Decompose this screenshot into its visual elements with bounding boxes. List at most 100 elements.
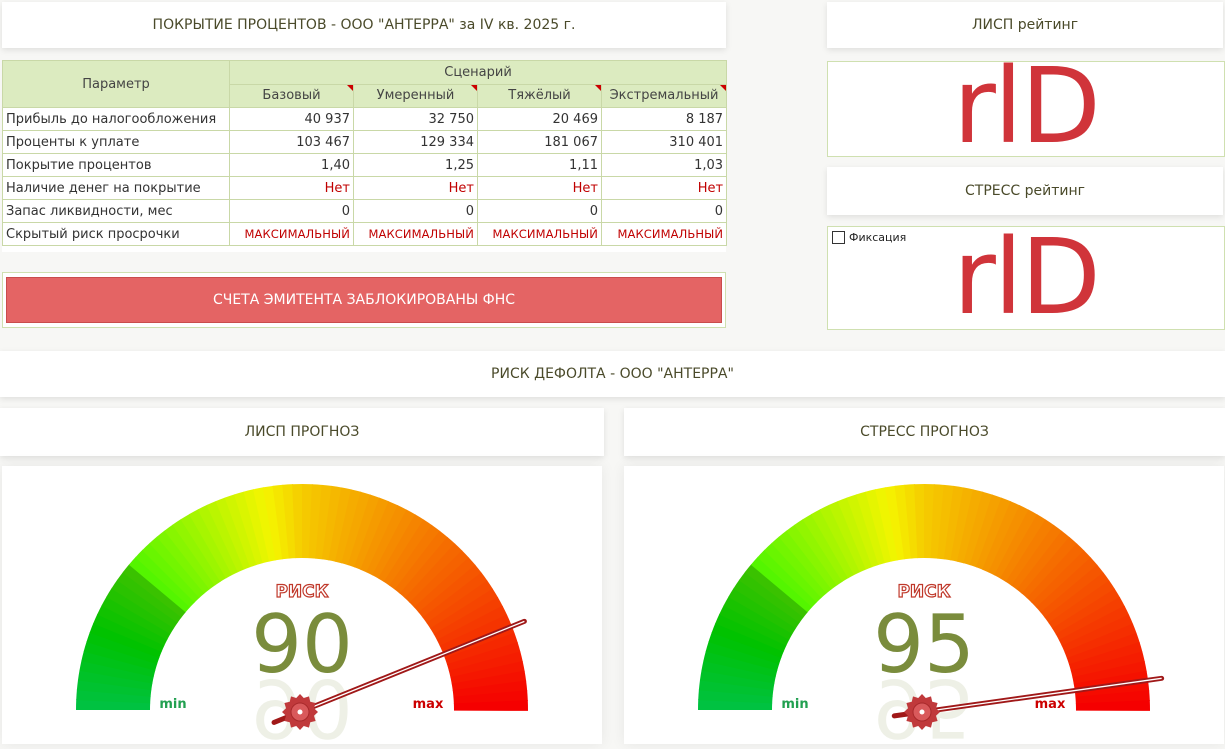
gauge-needle-highlight xyxy=(299,620,525,713)
gauge-arc-segment xyxy=(1005,519,1055,586)
gauge-arc-segment xyxy=(422,572,488,624)
table-cell[interactable]: 181 067 xyxy=(477,130,602,154)
table-cell[interactable]: МАКСИМАЛЬНЫЙ xyxy=(477,222,602,246)
gauge-arc-segment xyxy=(1075,690,1150,704)
lisp-rating-title: ЛИСП рейтинг xyxy=(971,17,1079,33)
gauge-arc-segment xyxy=(1072,661,1147,685)
table-cell[interactable]: Нет xyxy=(600,176,728,200)
table-cell[interactable]: Нет xyxy=(353,176,478,200)
stress-gauge: РИСК9595minmax xyxy=(698,484,1165,749)
gauge-arc-segment xyxy=(1064,623,1137,659)
gauge-arc-segment xyxy=(969,494,1003,568)
gauge-arc-segment xyxy=(711,622,784,659)
table-cell[interactable]: МАКСИМАЛЬНЫЙ xyxy=(229,222,354,246)
table-cell[interactable]: 0 xyxy=(353,199,478,223)
gauge-arc-segment xyxy=(1036,557,1098,613)
gauge-arc-segment xyxy=(701,660,776,684)
table-cell[interactable]: 103 467 xyxy=(229,130,354,154)
table-cell[interactable]: 0 xyxy=(477,199,602,223)
blocked-accounts-banner[interactable]: СЧЕТА ЭМИТЕНТА ЗАБЛОКИРОВАНЫ ФНС xyxy=(6,277,722,323)
table-cell[interactable]: 1,40 xyxy=(229,153,354,177)
gauge-arc-segment xyxy=(389,524,441,590)
gauge-arc-segment xyxy=(904,484,918,559)
comment-marker-icon xyxy=(471,84,477,91)
lisp-rating-value: rlD xyxy=(953,45,1101,167)
scenario-header-severe[interactable]: Тяжёлый xyxy=(477,83,602,108)
max-label: max xyxy=(1035,697,1066,712)
table-cell[interactable]: 32 750 xyxy=(353,107,478,131)
row-label: Прибыль до налогообложения xyxy=(2,107,230,131)
risk-label: РИСК xyxy=(897,582,950,602)
lisp-forecast-title-card: ЛИСП ПРОГНОЗ xyxy=(0,408,604,456)
table-cell[interactable]: 20 469 xyxy=(477,107,602,131)
table-cell[interactable]: 310 401 xyxy=(600,130,728,154)
table-cell[interactable]: 8 187 xyxy=(600,107,728,131)
stress-forecast-title-card: СТРЕСС ПРОГНОЗ xyxy=(624,408,1225,456)
gauge-arc-segment xyxy=(234,491,264,566)
table-cell[interactable]: 1,03 xyxy=(600,153,728,177)
coverage-title-card: ПОКРЫТИЕ ПРОЦЕНТОВ - ООО "АНТЕРРА" за IV… xyxy=(2,2,726,48)
gauge-arc-segment xyxy=(1070,651,1145,678)
gauge-arc-segment xyxy=(172,518,221,586)
table-cell[interactable]: 0 xyxy=(229,199,354,223)
table-cell[interactable]: 129 334 xyxy=(353,130,478,154)
scenario-header-extreme[interactable]: Экстремальный xyxy=(600,83,728,108)
gauge-arc-segment xyxy=(1011,524,1063,590)
gauge-arc-segment xyxy=(446,642,521,672)
table-cell[interactable]: 0 xyxy=(600,199,728,223)
gauge-arc-segment xyxy=(156,530,210,594)
gauge-arc-segment xyxy=(360,501,399,573)
stress-gauge-card: РИСК9595minmax xyxy=(624,466,1224,749)
gauge-arc-segment xyxy=(1040,564,1104,618)
gauge-arc-segment xyxy=(426,580,494,629)
gauge-arc-segment xyxy=(180,513,227,582)
gauge-arc-segment xyxy=(206,500,245,573)
risk-label: РИСК xyxy=(275,582,328,602)
stress-rating-title-card: СТРЕСС рейтинг xyxy=(827,167,1223,215)
gauge-arc-segment xyxy=(122,564,186,618)
gauge-arc-segment xyxy=(383,519,433,586)
gauge-arc-segment xyxy=(128,556,191,613)
scenario-header-moderate[interactable]: Умеренный xyxy=(353,83,478,108)
risk-value: 95 xyxy=(873,598,975,691)
gauge-arc-segment xyxy=(1061,614,1134,653)
gauge-arc-segment xyxy=(1044,572,1110,624)
gauge-arc-segment xyxy=(963,491,993,566)
gauge-arc-segment xyxy=(224,494,257,568)
table-cell[interactable]: Нет xyxy=(229,176,354,200)
gauge-arc-segment xyxy=(83,641,158,671)
coverage-title: ПОКРЫТИЕ ПРОЦЕНТОВ - ООО "АНТЕРРА" за IV… xyxy=(152,17,576,33)
gauge-arc-segment xyxy=(914,484,925,559)
table-cell[interactable]: Нет xyxy=(477,176,602,200)
table-row: Покрытие процентов 1,40 1,25 1,11 1,03 xyxy=(2,153,728,177)
gauge-arc-segment xyxy=(409,550,470,608)
gauge-arc-segment xyxy=(149,536,205,598)
table-row: Наличие денег на покрытие Нет Нет Нет Нет xyxy=(2,176,728,200)
gauge-arc-segment xyxy=(418,564,482,618)
table-cell[interactable]: МАКСИМАЛЬНЫЙ xyxy=(353,222,478,246)
gauge-arc-segment xyxy=(950,487,974,562)
lisp-gauge-card: РИСК9090minmax xyxy=(2,466,602,749)
gauge-arc-segment xyxy=(708,631,782,665)
gauge-arc-segment xyxy=(334,489,362,564)
gauge-arc-segment xyxy=(215,497,251,570)
min-label: min xyxy=(781,697,808,712)
scenario-header-base[interactable]: Базовый xyxy=(229,83,354,108)
gauge-arc-segment xyxy=(894,484,912,560)
gauge-arc-segment xyxy=(97,604,168,646)
table-cell[interactable]: 1,11 xyxy=(477,153,602,177)
gauge-arc-segment xyxy=(1031,550,1092,608)
table-cell[interactable]: 40 937 xyxy=(229,107,354,131)
gauge-arc-segment xyxy=(106,587,175,634)
gauge-arc-segment xyxy=(1075,700,1150,711)
gauge-arc-segment xyxy=(884,485,905,561)
table-cell[interactable]: МАКСИМАЛЬНЫЙ xyxy=(600,222,728,246)
table-cell[interactable]: 1,25 xyxy=(353,153,478,177)
gauge-arc-segment xyxy=(703,650,778,678)
checkbox-square-icon[interactable] xyxy=(832,231,845,244)
table-row: Проценты к уплате 103 467 129 334 181 067 31… xyxy=(2,130,728,154)
gauge-arc-segment xyxy=(1052,588,1121,635)
fixation-checkbox[interactable]: Фиксация xyxy=(832,231,906,244)
gauge-arc-segment xyxy=(308,484,323,559)
gauge-arc-segment xyxy=(744,564,808,618)
